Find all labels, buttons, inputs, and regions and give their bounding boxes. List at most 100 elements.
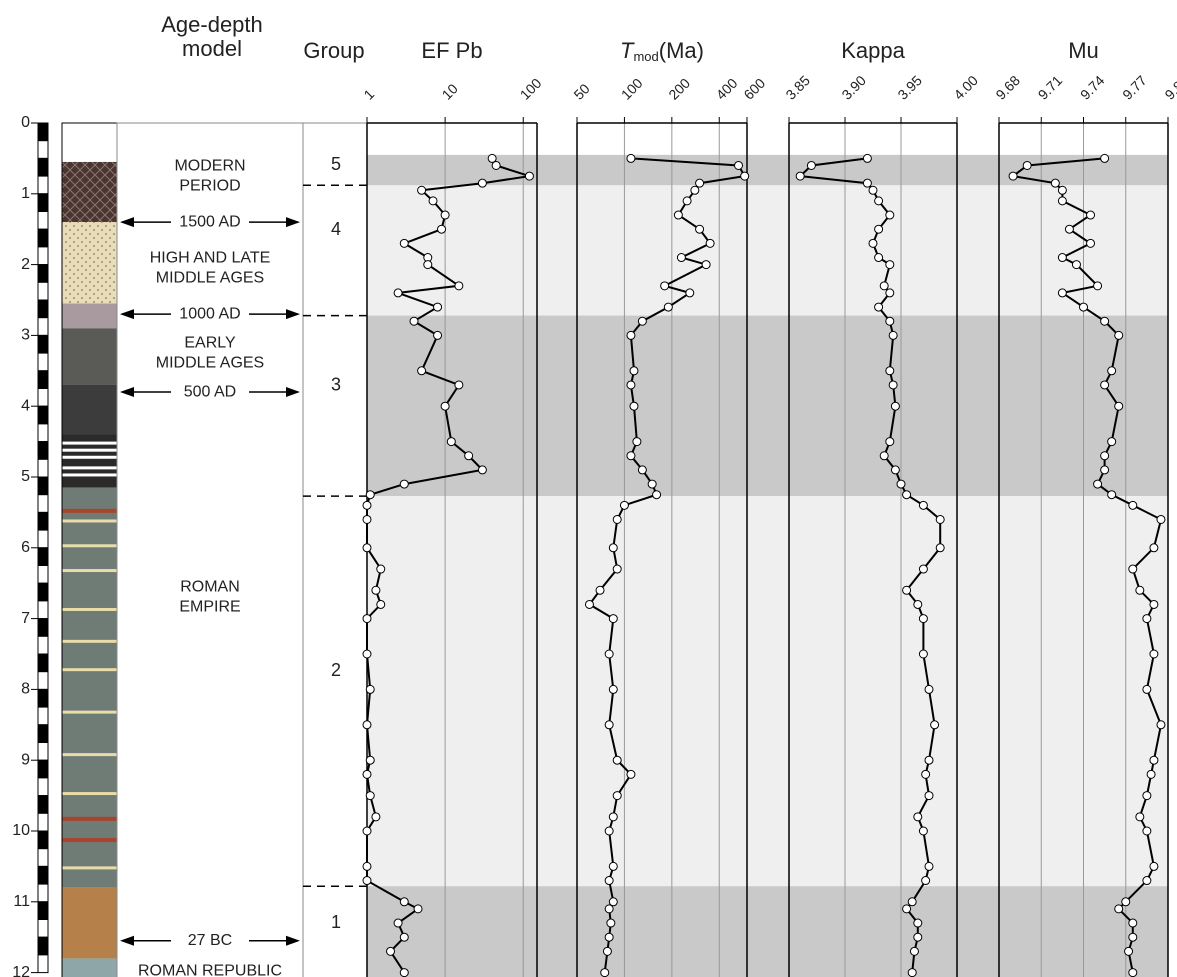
ruler-block <box>37 582 49 602</box>
sample-point <box>417 366 427 376</box>
sample-point <box>740 171 750 181</box>
sample-point <box>902 490 912 500</box>
lithology-stripe <box>62 710 117 714</box>
group-band <box>367 315 1168 497</box>
sample-point <box>600 968 610 977</box>
arrow-head <box>286 309 300 320</box>
lithology-stripe <box>62 753 117 757</box>
ruler-block <box>37 653 49 673</box>
sample-point <box>399 932 409 942</box>
lithology-stripe <box>62 668 117 672</box>
sample-point <box>362 876 372 886</box>
column-title: Group <box>303 38 364 63</box>
sample-point <box>705 238 715 248</box>
sample-point <box>423 260 433 270</box>
sample-point <box>685 288 695 298</box>
ruler-block <box>37 405 49 425</box>
period-label: 500 AD <box>184 383 236 400</box>
depth-tick-label: 9 <box>21 751 30 768</box>
lithology-layer <box>62 222 117 304</box>
depth-tick-label: 8 <box>21 681 30 698</box>
sample-point <box>868 185 878 195</box>
sample-point <box>1142 614 1152 624</box>
sample-point <box>1100 316 1110 326</box>
ruler-block <box>37 264 49 283</box>
ruler-block <box>37 193 49 213</box>
period-label: EMPIRE <box>179 599 240 616</box>
sample-point <box>874 224 884 234</box>
sample-point <box>1149 599 1159 609</box>
sample-point <box>595 585 605 595</box>
lithology-stripe <box>62 455 117 459</box>
sample-point <box>885 288 895 298</box>
sample-point <box>371 812 381 822</box>
lithology-stripe <box>62 816 117 821</box>
x-tick-label: 1 <box>360 86 377 103</box>
x-tick-label: 3.85 <box>782 72 813 103</box>
sample-point <box>930 720 940 730</box>
title-part: (Ma) <box>659 38 704 63</box>
sample-point <box>608 812 618 822</box>
sample-point <box>647 479 657 489</box>
sample-point <box>909 946 919 956</box>
sample-point <box>604 720 614 730</box>
arrow-head <box>120 309 134 320</box>
period-label: MIDDLE AGES <box>156 269 264 286</box>
lithology-stripe <box>62 607 117 611</box>
sample-point <box>524 171 534 181</box>
sample-point <box>399 479 409 489</box>
ruler-block <box>37 157 49 177</box>
sample-point <box>399 238 409 248</box>
lithology-stripe <box>62 792 117 796</box>
sample-point <box>1149 755 1159 765</box>
lithology-stripe <box>62 466 117 470</box>
sample-point <box>921 769 931 779</box>
sample-point <box>1128 968 1138 977</box>
sample-point <box>413 904 423 914</box>
sample-point <box>1107 490 1117 500</box>
lithology-layer <box>62 887 117 959</box>
depth-tick-label: 1 <box>21 185 30 202</box>
sample-point <box>433 330 443 340</box>
sample-point <box>637 316 647 326</box>
x-tick-label: 400 <box>713 75 741 103</box>
sample-point <box>924 791 934 801</box>
sample-point <box>362 514 372 524</box>
sample-point <box>376 564 386 574</box>
sample-point <box>874 253 884 263</box>
sample-point <box>362 720 372 730</box>
sample-point <box>437 224 447 234</box>
sample-point <box>365 791 375 801</box>
sample-point <box>1135 585 1145 595</box>
sample-point <box>362 826 372 836</box>
ruler-block <box>37 529 49 549</box>
sample-point <box>862 178 872 188</box>
lithology-layer <box>62 161 117 223</box>
period-label: PERIOD <box>179 177 240 194</box>
sample-point <box>918 614 928 624</box>
sample-point <box>386 946 396 956</box>
depth-tick-label: 3 <box>21 327 30 344</box>
depth-tick-label: 4 <box>21 397 30 414</box>
period-label: MIDDLE AGES <box>156 354 264 371</box>
sample-point <box>652 490 662 500</box>
sample-point <box>924 861 934 871</box>
sample-point <box>673 210 683 220</box>
ruler-block <box>37 281 49 301</box>
sample-point <box>637 465 647 475</box>
group-band <box>367 496 1168 887</box>
ruler-block <box>37 600 49 620</box>
period-label: 1500 AD <box>179 213 240 230</box>
column-title: model <box>182 36 242 61</box>
ruler-block <box>37 565 49 584</box>
sample-point <box>1124 946 1134 956</box>
ruler-block <box>37 954 49 974</box>
x-tick-label: 600 <box>740 75 768 103</box>
x-tick-label: 100 <box>517 75 545 103</box>
sample-point <box>612 791 622 801</box>
period-label: 27 BC <box>188 932 232 949</box>
lithology-stripe <box>62 519 117 523</box>
sample-point <box>918 564 928 574</box>
sample-point <box>913 599 923 609</box>
sample-point <box>935 543 945 553</box>
